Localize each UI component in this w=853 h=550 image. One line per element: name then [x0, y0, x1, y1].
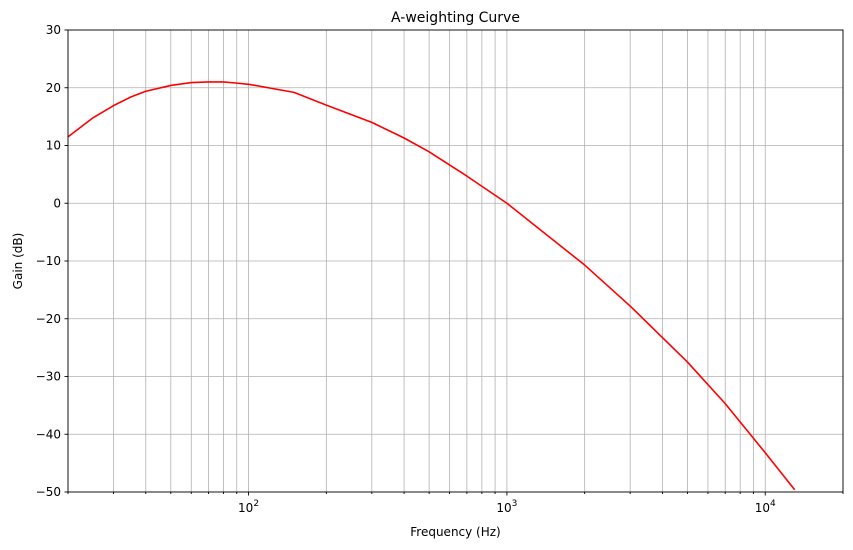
y-tick-label: 10 [46, 139, 61, 153]
series-line-a-weighting [68, 81, 796, 491]
y-tick-label: 0 [53, 196, 61, 210]
x-tick-label: 103 [496, 499, 517, 515]
line-layer [68, 81, 796, 491]
grid-layer [67, 29, 844, 493]
y-tick-label: −10 [36, 254, 61, 268]
y-tick-label: −30 [36, 370, 61, 384]
y-axis-label: Gain (dB) [11, 233, 25, 290]
x-tick-label: 102 [238, 499, 259, 515]
x-tick-label: 104 [755, 499, 776, 515]
tick-layer: −50 −40 −30 −20 −10 0 10 20 30 102 103 104 [36, 23, 844, 515]
chart-title: A-weighting Curve [391, 10, 520, 26]
x-axis-label: Frequency (Hz) [410, 525, 501, 539]
y-tick-label: 30 [46, 23, 61, 37]
y-tick-label: −50 [36, 485, 61, 499]
y-tick-label: 20 [46, 81, 61, 95]
y-tick-label: −20 [36, 312, 61, 326]
y-tick-label: −40 [36, 427, 61, 441]
